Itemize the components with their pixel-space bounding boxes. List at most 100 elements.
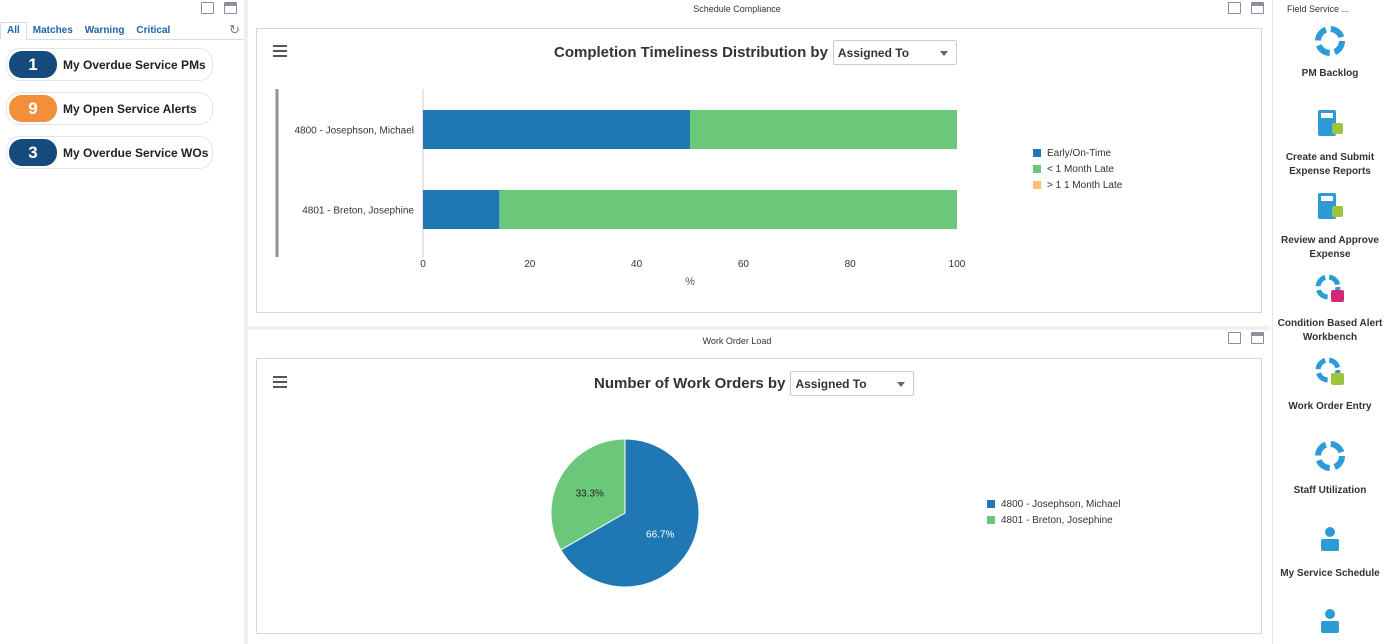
watchlist-item-label: My Open Service Alerts (63, 101, 197, 116)
pane-splitter[interactable] (244, 0, 248, 644)
springboard-tile[interactable]: Staff Utilization (1273, 441, 1386, 498)
legend-swatch (1033, 165, 1041, 173)
legend-swatch (987, 516, 995, 524)
schedule-chart-card: Completion Timeliness Distribution by As… (256, 28, 1262, 313)
legend-item[interactable]: > 1 1 Month Late (1033, 177, 1122, 193)
assigned-to-dropdown[interactable]: Assigned To (832, 40, 957, 65)
legend-item[interactable]: 4801 - Breton, Josephine (987, 512, 1121, 528)
x-tick-label: 80 (845, 259, 857, 270)
refresh-icon[interactable]: ↻ (229, 22, 240, 37)
watchlist-tabs: All Matches Warning Critical (0, 22, 244, 40)
tile-label: PM Backlog (1301, 68, 1359, 79)
maximize-icon[interactable] (201, 2, 214, 14)
count-badge: 3 (9, 139, 57, 166)
tab-warning[interactable]: Warning (84, 25, 125, 36)
springboard-tile[interactable] (1273, 606, 1386, 644)
pie-data-label: 66.7% (646, 529, 674, 540)
springboard-tile[interactable]: Review and Approve Expense (1273, 191, 1386, 262)
legend-label: < 1 Month Late (1047, 163, 1114, 175)
watchlist-item-label: My Overdue Service PMs (63, 57, 206, 72)
category-label: 4801 - Breton, Josephine (302, 206, 414, 217)
pie-slice[interactable] (560, 438, 700, 588)
workorders-chart-card: Number of Work Orders by Assigned To 66.… (256, 358, 1262, 634)
tile-label: Create and Submit Expense Reports (1285, 152, 1375, 177)
legend-item[interactable]: Early/On-Time (1033, 145, 1122, 161)
cycle-icon (1273, 441, 1386, 476)
chart-menu-icon[interactable] (273, 376, 287, 388)
calculator-icon (1273, 191, 1386, 226)
legend-label: 4801 - Breton, Josephine (1001, 514, 1113, 526)
x-tick-label: 20 (524, 259, 536, 270)
legend-item[interactable]: 4800 - Josephson, Michael (987, 496, 1121, 512)
pie-chart-legend: 4800 - Josephson, Michael 4801 - Breton,… (987, 496, 1121, 528)
tile-label: Review and Approve Expense (1281, 235, 1379, 260)
watchlist-item-overdue-wos[interactable]: 3 My Overdue Service WOs (6, 136, 213, 169)
count-badge: 1 (9, 51, 57, 78)
chevron-down-icon (897, 382, 906, 387)
tab-critical[interactable]: Critical (136, 25, 171, 36)
tile-label: My Service Schedule (1280, 568, 1380, 579)
watchlist-item-service-alerts[interactable]: 9 My Open Service Alerts (6, 92, 213, 125)
watchlist-item-overdue-pms[interactable]: 1 My Overdue Service PMs (6, 48, 213, 81)
maximize-icon[interactable] (1228, 332, 1241, 344)
watchlist-pane: All Matches Warning Critical ↻ 1 My Over… (0, 0, 244, 644)
pane-title-workorders: Work Order Load (702, 336, 772, 346)
tile-label: Staff Utilization (1293, 485, 1367, 496)
tab-all[interactable]: All (0, 22, 27, 40)
tile-label: Condition Based Alert Workbench (1277, 318, 1383, 343)
legend-label: 4800 - Josephson, Michael (1001, 498, 1121, 510)
chart-title: Number of Work Orders by Assigned To (594, 371, 915, 396)
bar-chart: 4800 - Josephson, Michael 4801 - Breton, … (275, 89, 966, 288)
legend-label: > 1 1 Month Late (1047, 179, 1123, 191)
legend-swatch (1033, 181, 1041, 189)
pane-options-icon[interactable] (1251, 332, 1264, 344)
legend-swatch (987, 500, 995, 508)
pie-chart: 66.7% 33.3% (550, 438, 700, 588)
bar-segment[interactable] (690, 110, 957, 149)
x-tick-label: 60 (738, 259, 750, 270)
legend-label: Early/On-Time (1047, 147, 1112, 159)
cycle-icon (1273, 26, 1386, 61)
pane-options-icon[interactable] (224, 2, 237, 14)
tab-matches[interactable]: Matches (32, 25, 73, 36)
x-tick-label: 100 (949, 259, 966, 270)
assigned-to-dropdown[interactable]: Assigned To (790, 371, 915, 396)
person-icon (1273, 524, 1386, 559)
springboard-title: Field Service ... (1287, 4, 1350, 14)
springboard-tile[interactable]: Condition Based Alert Workbench (1273, 274, 1386, 345)
bar-segment[interactable] (423, 110, 690, 149)
watchlist-tools (201, 2, 237, 16)
dropdown-value: Assigned To (795, 376, 867, 391)
pane-options-icon[interactable] (1251, 2, 1264, 14)
workorders-pane-tools (1228, 332, 1264, 346)
springboard-tile[interactable]: PM Backlog (1273, 26, 1386, 81)
x-tick-label: 40 (631, 259, 643, 270)
count-badge: 9 (9, 95, 57, 122)
bar-segment[interactable] (423, 190, 500, 229)
chart-menu-icon[interactable] (273, 45, 287, 57)
category-label: 4800 - Josephson, Michael (294, 126, 414, 137)
cycle-alert-icon (1273, 274, 1386, 309)
springboard-tile[interactable]: My Service Schedule (1273, 524, 1386, 581)
calculator-icon (1273, 108, 1386, 143)
chevron-down-icon (939, 51, 948, 56)
pie-data-label: 33.3% (576, 489, 604, 500)
springboard-tile[interactable]: Work Order Entry (1273, 357, 1386, 414)
springboard-tile[interactable]: Create and Submit Expense Reports (1273, 108, 1386, 179)
dropdown-value: Assigned To (837, 45, 910, 60)
legend-swatch (1033, 149, 1041, 157)
schedule-pane-tools (1228, 2, 1264, 16)
pie-slice[interactable] (550, 438, 626, 551)
pane-divider[interactable] (248, 326, 1270, 330)
cycle-search-icon (1273, 357, 1386, 392)
maximize-icon[interactable] (1228, 2, 1241, 14)
chart-title-text: Number of Work Orders by (594, 375, 786, 392)
bar-segment[interactable] (499, 190, 957, 229)
tile-label: Work Order Entry (1288, 401, 1372, 412)
x-axis-label: % (685, 276, 695, 288)
chart-title-text: Completion Timeliness Distribution by (554, 44, 828, 61)
legend-item[interactable]: < 1 Month Late (1033, 161, 1122, 177)
watchlist-item-label: My Overdue Service WOs (63, 145, 209, 160)
bar-chart-legend: Early/On-Time < 1 Month Late > 1 1 Month… (1033, 145, 1122, 193)
